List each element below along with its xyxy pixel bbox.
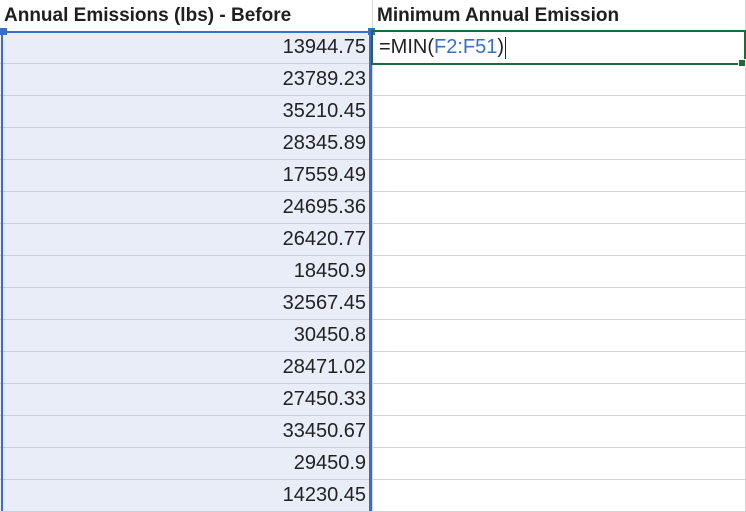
data-cell-f[interactable]: 27450.33: [0, 384, 373, 416]
data-cell-f[interactable]: 17559.49: [0, 160, 373, 192]
formula-range-ref: F2:F51: [434, 36, 498, 58]
data-cell-f[interactable]: 29450.9: [0, 448, 373, 480]
empty-cell-g[interactable]: [373, 352, 746, 384]
table-row: 30450.8: [0, 320, 746, 352]
table-row: 35210.45: [0, 96, 746, 128]
header-row: Annual Emissions (lbs) - Before Minimum …: [0, 0, 746, 32]
data-cell-f[interactable]: 28345.89: [0, 128, 373, 160]
empty-cell-g[interactable]: [373, 288, 746, 320]
data-cell-f[interactable]: 35210.45: [0, 96, 373, 128]
table-row: 14230.45: [0, 480, 746, 512]
data-cell-f[interactable]: 18450.9: [0, 256, 373, 288]
formula-cell[interactable]: =MIN(F2:F51): [373, 32, 746, 64]
text-caret: [505, 36, 507, 59]
empty-cell-g[interactable]: [373, 320, 746, 352]
table-row: 24695.36: [0, 192, 746, 224]
table-row: 29450.9: [0, 448, 746, 480]
table-row: 17559.49: [0, 160, 746, 192]
empty-cell-g[interactable]: [373, 192, 746, 224]
empty-cell-g[interactable]: [373, 64, 746, 96]
empty-cell-g[interactable]: [373, 160, 746, 192]
column-f-header-cell[interactable]: Annual Emissions (lbs) - Before: [0, 0, 373, 32]
column-f-header-text: Annual Emissions (lbs) - Before: [4, 5, 292, 26]
formula-prefix: =MIN(: [379, 36, 434, 58]
range-top-left-handle[interactable]: [0, 28, 7, 35]
table-row: 26420.77: [0, 224, 746, 256]
data-cell-f[interactable]: 24695.36: [0, 192, 373, 224]
empty-cell-g[interactable]: [373, 416, 746, 448]
fill-handle[interactable]: [738, 59, 746, 67]
data-cell-f[interactable]: 13944.75: [0, 32, 373, 64]
table-row: 27450.33: [0, 384, 746, 416]
empty-cell-g[interactable]: [373, 480, 746, 512]
table-row: 33450.67: [0, 416, 746, 448]
table-row: 18450.9: [0, 256, 746, 288]
formula-text[interactable]: =MIN(F2:F51): [379, 36, 507, 59]
range-top-right-handle[interactable]: [368, 28, 375, 35]
data-cell-f[interactable]: 26420.77: [0, 224, 373, 256]
data-cell-f[interactable]: 32567.45: [0, 288, 373, 320]
empty-cell-g[interactable]: [373, 224, 746, 256]
data-cell-f[interactable]: 33450.67: [0, 416, 373, 448]
data-cell-f[interactable]: 30450.8: [0, 320, 373, 352]
table-row: 13944.75 =MIN(F2:F51): [0, 32, 746, 64]
table-row: 32567.45: [0, 288, 746, 320]
empty-cell-g[interactable]: [373, 96, 746, 128]
column-g-header-text: Minimum Annual Emission: [377, 5, 620, 26]
empty-cell-g[interactable]: [373, 256, 746, 288]
column-g-header-cell[interactable]: Minimum Annual Emission: [373, 0, 746, 32]
empty-cell-g[interactable]: [373, 384, 746, 416]
empty-cell-g[interactable]: [373, 128, 746, 160]
table-row: 28471.02: [0, 352, 746, 384]
data-cell-f[interactable]: 23789.23: [0, 64, 373, 96]
data-cell-f[interactable]: 28471.02: [0, 352, 373, 384]
table-row: 23789.23: [0, 64, 746, 96]
data-cell-f[interactable]: 14230.45: [0, 480, 373, 512]
empty-cell-g[interactable]: [373, 448, 746, 480]
table-row: 28345.89: [0, 128, 746, 160]
formula-suffix: ): [497, 36, 505, 58]
